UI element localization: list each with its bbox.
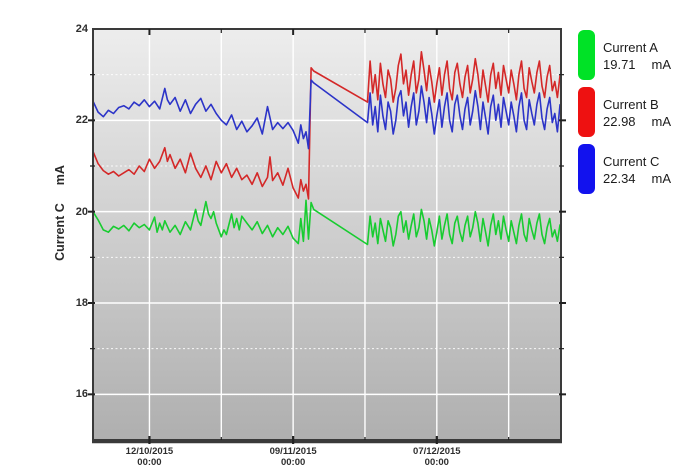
legend-series-value: 22.34 mA (603, 170, 671, 187)
legend-text-current-b: Current B 22.98 mA (603, 87, 671, 130)
y-tick-label: 16 (75, 388, 88, 401)
legend-value-unit: mA (651, 57, 672, 72)
plot-background (93, 29, 561, 440)
x-tick-time: 00:00 (280, 457, 306, 468)
legend-value-unit: mA (651, 171, 672, 186)
legend-text-current-a: Current A 19.71 mA (603, 30, 671, 73)
series-line-current-b (92, 50, 561, 200)
legend-value-number: 19.71 (603, 57, 636, 72)
y-tick-label: 18 (75, 297, 88, 309)
x-tick-date: 07/12/2015 (413, 446, 461, 457)
x-tick-label: 12/10/2015 00:00 (101, 446, 197, 468)
x-tick-date: 09/11/2015 (269, 446, 317, 457)
legend-value-unit: mA (651, 114, 672, 129)
x-tick-time: 00:00 (137, 457, 162, 468)
legend-item-current-b[interactable]: Current B 22.98 mA (578, 87, 671, 137)
y-axis-unit: mA (53, 165, 67, 186)
series-line-current-a (92, 199, 561, 247)
legend-series-name: Current A (603, 40, 658, 55)
legend-item-current-a[interactable]: Current A 19.71 mA (578, 30, 671, 80)
legend-text-current-c: Current C 22.34 mA (603, 144, 671, 187)
x-tick-date: 12/10/2015 (125, 446, 174, 457)
legend-value-number: 22.34 (603, 171, 636, 186)
y-tick-label: 22 (75, 114, 88, 127)
legend-series-name: Current C (603, 154, 660, 169)
x-tick-time: 00:00 (424, 457, 449, 468)
legend: Current A 19.71 mA Current B 22.98 mA Curr… (578, 30, 671, 201)
y-tick-label: 24 (75, 23, 88, 35)
legend-series-value: 22.98 mA (603, 113, 671, 130)
y-tick-label: 20 (75, 205, 88, 218)
x-tick-label: 07/12/2015 00:00 (389, 446, 485, 468)
series-line-current-c (92, 79, 561, 150)
legend-item-current-c[interactable]: Current C 22.34 mA (578, 144, 671, 194)
legend-swatch-current-c (578, 144, 595, 194)
legend-series-value: 19.71 mA (603, 56, 671, 73)
x-tick-label: 09/11/2015 00:00 (245, 446, 341, 468)
legend-value-number: 22.98 (603, 114, 636, 129)
legend-swatch-current-b (578, 87, 595, 137)
legend-swatch-current-a (578, 30, 595, 80)
legend-series-name: Current B (603, 97, 659, 112)
